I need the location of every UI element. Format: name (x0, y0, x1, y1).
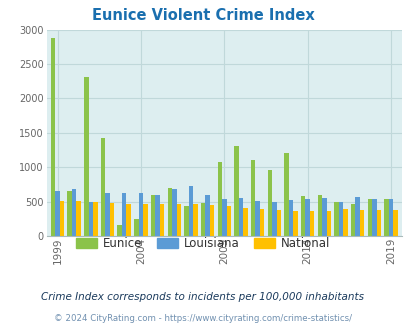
Bar (309, 211, 314, 236)
Bar (367, 199, 371, 236)
Bar (338, 202, 343, 236)
Bar (343, 209, 347, 236)
Text: © 2024 CityRating.com - https://www.cityrating.com/crime-statistics/: © 2024 CityRating.com - https://www.city… (54, 314, 351, 323)
Bar (93, 202, 97, 236)
Bar (155, 195, 160, 236)
Bar (67, 191, 72, 236)
Bar (267, 170, 271, 236)
Bar (188, 186, 193, 236)
Bar (209, 205, 214, 236)
Bar (117, 225, 121, 236)
Bar (100, 138, 105, 236)
Text: Eunice Violent Crime Index: Eunice Violent Crime Index (92, 8, 313, 23)
Bar (288, 200, 292, 236)
Bar (105, 193, 109, 236)
Bar (388, 199, 392, 236)
Bar (234, 146, 238, 236)
Bar (371, 199, 376, 236)
Bar (292, 211, 297, 236)
Bar (359, 210, 364, 236)
Bar (384, 199, 388, 236)
Bar (60, 201, 64, 236)
Bar (176, 204, 181, 236)
Bar (222, 199, 226, 236)
Bar (205, 195, 209, 236)
Bar (376, 210, 380, 236)
Bar (243, 209, 247, 236)
Bar (217, 162, 222, 236)
Bar (200, 203, 205, 236)
Bar (226, 206, 230, 236)
Bar (76, 201, 81, 236)
Bar (238, 198, 243, 236)
Bar (109, 203, 114, 236)
Bar (250, 160, 255, 236)
Bar (122, 193, 126, 236)
Bar (143, 204, 147, 236)
Bar (126, 204, 131, 236)
Bar (392, 210, 397, 236)
Bar (172, 189, 176, 236)
Bar (284, 153, 288, 236)
Bar (193, 204, 197, 236)
Bar (271, 202, 276, 236)
Bar (167, 188, 172, 236)
Bar (151, 195, 155, 236)
Bar (317, 195, 321, 236)
Bar (88, 202, 93, 236)
Bar (55, 191, 60, 236)
Bar (355, 197, 359, 236)
Bar (184, 206, 188, 236)
Bar (72, 189, 76, 236)
Bar (333, 202, 338, 236)
Bar (259, 209, 264, 236)
Bar (326, 211, 330, 236)
Bar (255, 201, 259, 236)
Bar (160, 204, 164, 236)
Bar (305, 199, 309, 236)
Bar (300, 196, 305, 236)
Bar (276, 210, 280, 236)
Legend: Eunice, Louisiana, National: Eunice, Louisiana, National (71, 232, 334, 255)
Bar (321, 198, 326, 236)
Bar (134, 219, 139, 236)
Text: Crime Index corresponds to incidents per 100,000 inhabitants: Crime Index corresponds to incidents per… (41, 292, 364, 302)
Bar (350, 204, 355, 236)
Bar (51, 38, 55, 236)
Bar (84, 77, 88, 236)
Bar (139, 193, 143, 236)
